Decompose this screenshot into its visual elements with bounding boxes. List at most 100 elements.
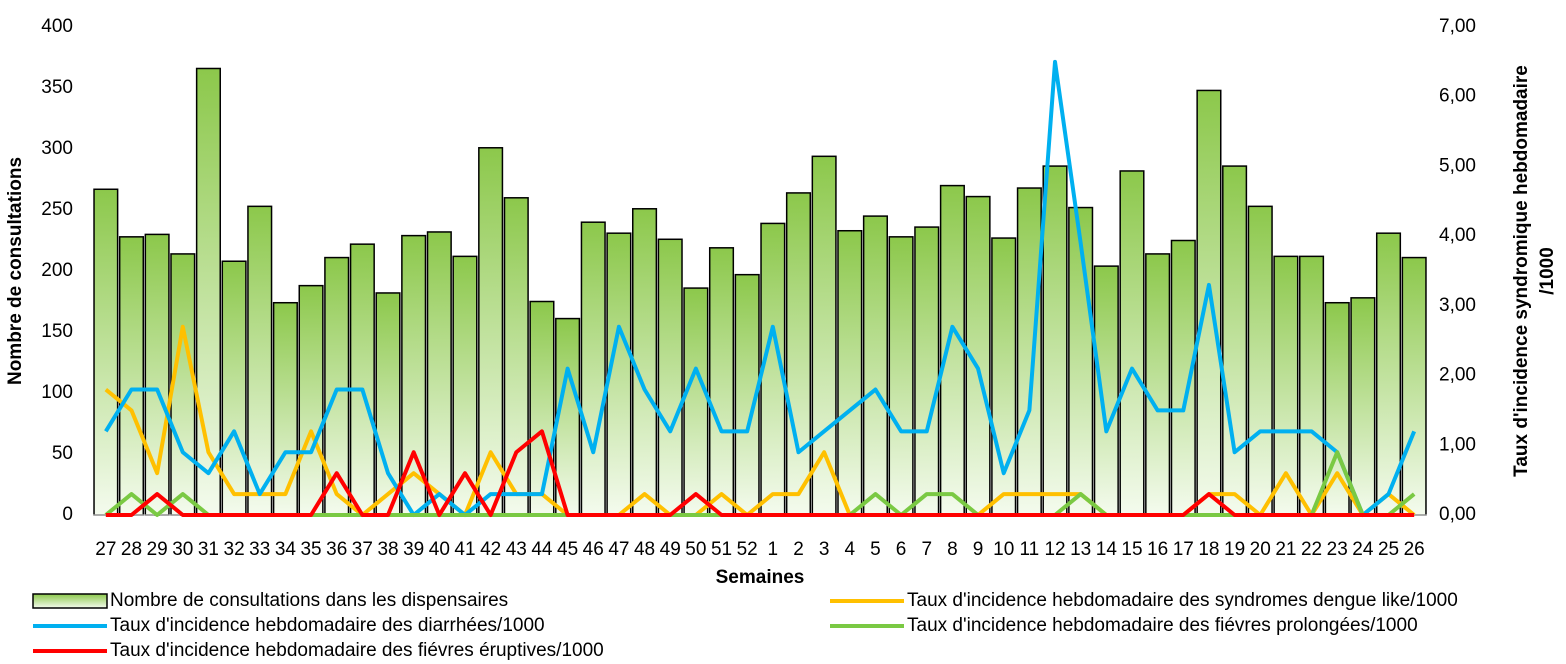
- x-tick-label: 13: [1070, 539, 1091, 560]
- bar: [1222, 165, 1248, 516]
- x-tick-label: 48: [634, 539, 655, 560]
- x-tick-label: 32: [224, 539, 245, 560]
- bar: [272, 301, 298, 516]
- bar: [914, 226, 940, 516]
- legend-swatch: [32, 593, 108, 609]
- bar: [1145, 253, 1171, 516]
- y2-tick-label: 4,00: [1439, 225, 1476, 246]
- x-tick-label: 38: [377, 539, 398, 560]
- y2-axis-title: Taux d'incidence syndromique hebdomadair…: [1511, 65, 1532, 477]
- x-tick-label: 37: [352, 539, 373, 560]
- y2-tick-label: 7,00: [1439, 16, 1476, 37]
- bar: [1247, 205, 1273, 516]
- y-tick-label: 250: [41, 199, 73, 220]
- x-tick-label: 44: [531, 539, 553, 560]
- x-tick-label: 17: [1173, 539, 1194, 560]
- bar: [1350, 297, 1376, 516]
- x-tick-label: 5: [870, 539, 881, 560]
- y2-axis-title: /1000: [1537, 247, 1558, 295]
- x-tick-label: 22: [1301, 539, 1322, 560]
- x-tick-label: 19: [1224, 539, 1245, 560]
- x-tick-label: 50: [685, 539, 706, 560]
- bar: [1093, 265, 1119, 516]
- x-tick-label: 21: [1275, 539, 1296, 560]
- y-tick-label: 300: [41, 138, 73, 159]
- x-tick-label: 9: [973, 539, 984, 560]
- x-tick-label: 7: [921, 539, 932, 560]
- bar: [426, 231, 452, 516]
- x-tick-label: 47: [608, 539, 629, 560]
- x-tick-label: 40: [429, 539, 450, 560]
- x-tick-label: 24: [1352, 539, 1374, 560]
- legend-label: Nombre de consultations dans les dispens…: [110, 590, 508, 611]
- x-tick-label: 30: [172, 539, 193, 560]
- bar: [1119, 170, 1145, 516]
- bar: [683, 287, 709, 516]
- y2-tick-label: 6,00: [1439, 86, 1476, 107]
- bar: [657, 238, 683, 516]
- x-tick-label: 28: [121, 539, 142, 560]
- y2-tick-label: 5,00: [1439, 155, 1476, 176]
- x-tick-label: 43: [506, 539, 527, 560]
- y2-tick-label: 1,00: [1439, 434, 1476, 455]
- y-tick-label: 100: [41, 382, 73, 403]
- x-tick-label: 39: [403, 539, 424, 560]
- bar: [1196, 89, 1222, 516]
- x-tick-label: 3: [819, 539, 830, 560]
- y2-tick-label: 2,00: [1439, 365, 1476, 386]
- x-tick-label: 34: [275, 539, 297, 560]
- x-tick-label: 18: [1198, 539, 1219, 560]
- bar: [785, 192, 812, 516]
- x-tick-label: 52: [737, 539, 758, 560]
- y-tick-label: 400: [41, 16, 73, 37]
- x-tick-label: 23: [1327, 539, 1348, 560]
- x-tick-label: 2: [793, 539, 804, 560]
- x-tick-label: 46: [583, 539, 604, 560]
- bar: [478, 147, 504, 516]
- legend-label: Taux d'incidence hebdomadaire des diarrh…: [110, 615, 545, 636]
- bar: [375, 292, 401, 516]
- x-tick-label: 45: [557, 539, 578, 560]
- legend-label: Taux d'incidence hebdomadaire des fiévre…: [907, 615, 1418, 636]
- x-tick-label: 11: [1019, 539, 1039, 560]
- x-tick-label: 26: [1404, 539, 1425, 560]
- legend-label: Taux d'incidence hebdomadaire des fiévre…: [110, 640, 604, 661]
- x-tick-label: 35: [300, 539, 321, 560]
- bar: [118, 236, 145, 516]
- x-tick-label: 16: [1147, 539, 1168, 560]
- y-tick-label: 350: [41, 77, 73, 98]
- y-tick-label: 0: [62, 504, 73, 525]
- bar: [1401, 256, 1427, 516]
- x-tick-label: 6: [896, 539, 907, 560]
- bar: [1299, 255, 1325, 516]
- x-tick-label: 41: [454, 539, 475, 560]
- x-tick-label: 10: [993, 539, 1014, 560]
- x-tick-label: 25: [1378, 539, 1399, 560]
- x-tick-label: 31: [198, 539, 219, 560]
- bar: [632, 208, 658, 516]
- x-tick-label: 29: [147, 539, 168, 560]
- bar: [837, 229, 863, 516]
- legend-label: Taux d'incidence hebdomadaire des syndro…: [907, 590, 1458, 611]
- x-tick-label: 36: [326, 539, 347, 560]
- y-tick-label: 200: [41, 260, 73, 281]
- bar: [298, 284, 324, 516]
- bar: [580, 221, 606, 516]
- bar: [529, 300, 555, 516]
- line-series: [104, 59, 1417, 517]
- bar: [708, 247, 735, 516]
- bar: [888, 236, 914, 516]
- x-tick-label: 15: [1121, 539, 1142, 560]
- x-tick-label: 42: [480, 539, 501, 560]
- y-axis-title: Nombre de consultations: [5, 157, 26, 385]
- x-tick-label: 33: [249, 539, 270, 560]
- x-axis-title: Semaines: [716, 567, 805, 588]
- x-tick-label: 51: [711, 539, 732, 560]
- bar: [1016, 187, 1042, 516]
- bar: [349, 243, 375, 516]
- bar: [93, 188, 119, 516]
- x-tick-label: 20: [1250, 539, 1271, 560]
- x-tick-label: 8: [947, 539, 958, 560]
- x-tick-label: 49: [660, 539, 681, 560]
